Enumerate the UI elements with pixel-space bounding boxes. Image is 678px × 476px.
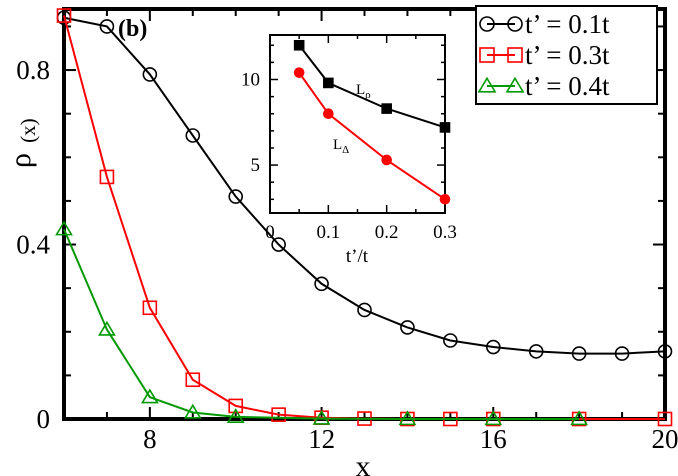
data-point — [485, 339, 501, 355]
inset-x-tick-label: 0.1 — [316, 222, 340, 243]
legend-label: t’ = 0.4t — [525, 71, 610, 101]
inset-plot: 0 0.1 0.2 0.3 5 10 t’/t Lρ LΔ — [241, 34, 457, 267]
inset-y-tick-label: 5 — [251, 155, 261, 176]
x-tick-label: 8 — [143, 424, 157, 454]
y-axis-label: ρ (x) — [4, 118, 40, 168]
inset-data-point — [323, 77, 334, 89]
inset-series-annotation: Lρ — [356, 82, 371, 101]
data-point — [271, 237, 286, 252]
data-point — [185, 372, 201, 388]
inset-series-2 — [293, 67, 451, 205]
y-tick-label: 0.4 — [16, 230, 50, 260]
inset-data-point — [381, 154, 392, 166]
data-point — [142, 67, 158, 82]
data-point — [312, 409, 331, 425]
data-point — [614, 346, 630, 361]
legend-marker — [479, 16, 495, 32]
x-tick-label: 12 — [308, 424, 335, 454]
legend-entry: t’ = 0.1t — [479, 9, 610, 39]
series-3 — [55, 220, 589, 426]
data-point — [571, 346, 587, 361]
data-point — [55, 220, 73, 236]
data-point — [99, 19, 115, 34]
inset-data-point — [323, 108, 334, 120]
inset-series-1 — [293, 39, 451, 133]
inset-x-axis-label: t’/t — [346, 246, 369, 267]
data-point — [226, 408, 245, 423]
data-point — [570, 410, 589, 426]
legend-marker — [479, 47, 495, 63]
data-point — [99, 169, 115, 185]
x-tick-label: 20 — [652, 424, 678, 454]
inset-x-tick-label: 0 — [265, 222, 275, 243]
inset-data-point — [293, 39, 305, 51]
x-axis-label: x — [356, 450, 371, 476]
y-tick-label: 0 — [37, 404, 51, 434]
inset-series-line — [298, 72, 446, 201]
legend-marker — [507, 16, 523, 32]
legend-marker — [505, 76, 525, 93]
legend-marker — [507, 47, 523, 63]
inset-series-line — [298, 44, 446, 129]
data-point — [140, 388, 159, 404]
data-point — [657, 344, 673, 359]
y-axis-label-main: ρ — [4, 153, 37, 168]
panel-label: (b) — [118, 16, 147, 42]
data-point — [185, 128, 201, 143]
inset-data-point — [381, 103, 392, 114]
data-point — [314, 276, 329, 292]
legend-marker — [477, 76, 497, 93]
data-point — [400, 320, 415, 335]
series-line — [63, 16, 666, 355]
inset-y-tick-label: 10 — [241, 70, 260, 91]
y-tick-label: 0.8 — [16, 55, 50, 85]
data-point — [484, 410, 503, 426]
inset-frame — [269, 34, 446, 214]
legend-label: t’ = 0.1t — [525, 9, 610, 39]
data-point — [271, 407, 286, 422]
data-point — [56, 8, 72, 23]
inset-data-point — [439, 122, 451, 133]
legend-entry: t’ = 0.3t — [479, 40, 610, 70]
inset-x-tick-label: 0.2 — [375, 222, 399, 243]
inset-data-point — [293, 67, 305, 78]
legend-entry: t’ = 0.4t — [477, 71, 610, 101]
y-axis-label-sub: (x) — [16, 118, 40, 143]
data-point — [98, 320, 116, 336]
x-tick-label: 16 — [480, 424, 507, 454]
inset-x-tick-label: 0.3 — [433, 222, 457, 243]
data-point — [398, 410, 417, 426]
inset-series-annotation: LΔ — [333, 137, 349, 156]
data-point — [228, 398, 244, 414]
legend-label: t’ = 0.3t — [525, 40, 610, 70]
series-line — [63, 228, 580, 420]
data-point — [183, 403, 202, 419]
data-point — [443, 333, 458, 348]
legend: t’ = 0.1tt’ = 0.3tt’ = 0.4t — [475, 5, 658, 105]
data-point — [657, 411, 673, 427]
data-point — [228, 189, 244, 204]
data-point — [528, 344, 544, 359]
data-point — [142, 300, 158, 316]
data-point — [357, 302, 372, 318]
inset-data-point — [439, 194, 451, 205]
